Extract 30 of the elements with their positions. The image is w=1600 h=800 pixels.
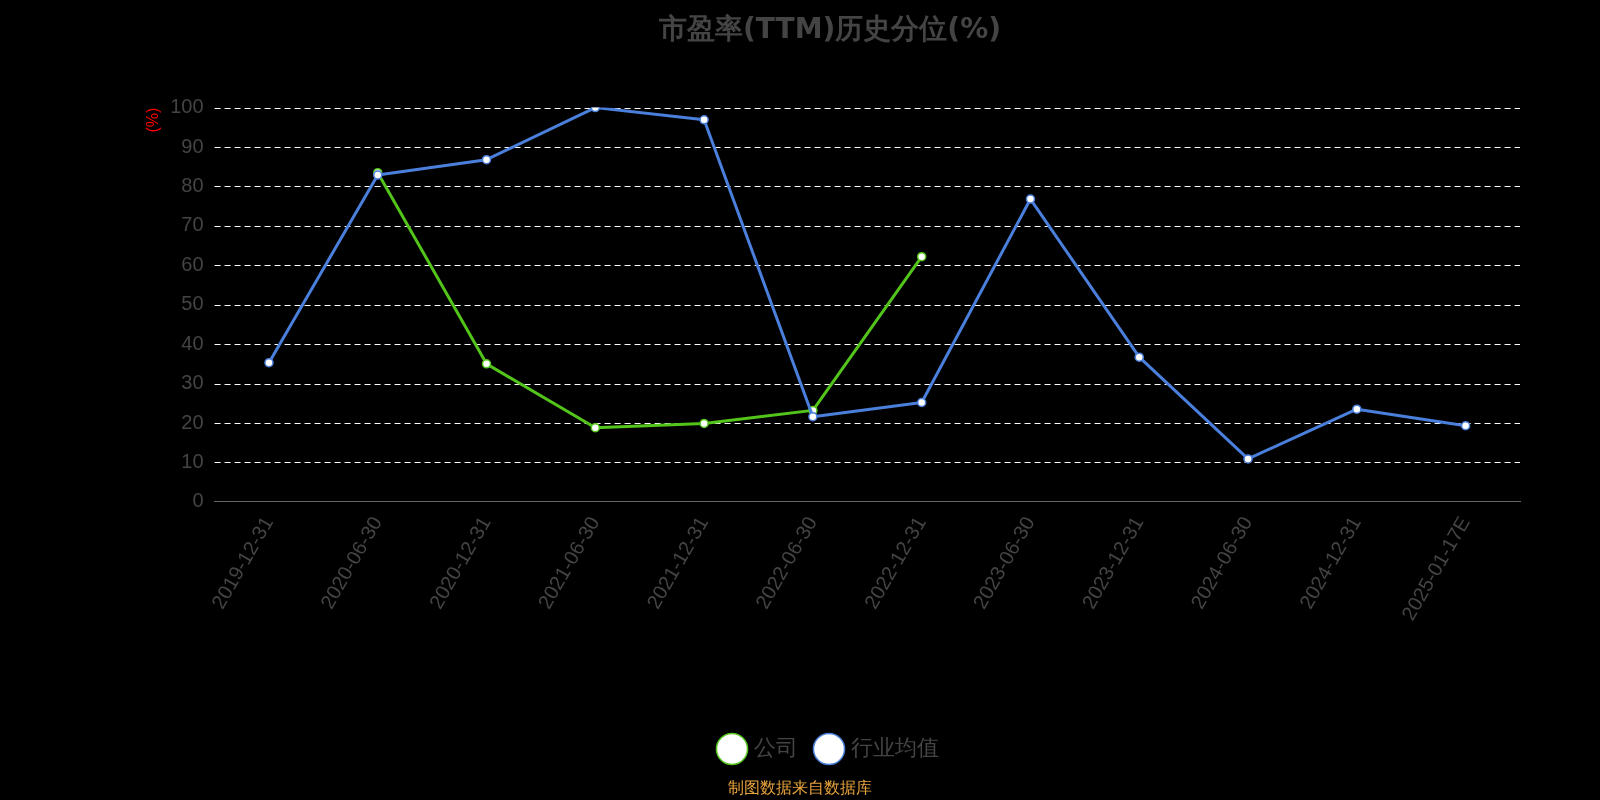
point xyxy=(916,397,927,408)
point xyxy=(916,251,927,262)
text: 制图数据来自数据库 xyxy=(727,778,873,799)
point xyxy=(481,154,492,165)
y-tick-label: 80 xyxy=(181,173,204,196)
point xyxy=(1460,421,1471,431)
point xyxy=(1352,404,1362,414)
y-axis-title: (%) xyxy=(144,107,162,133)
y-tick-label: 40 xyxy=(181,331,204,354)
point xyxy=(1134,352,1144,362)
y-tick-label: 60 xyxy=(181,252,204,275)
legend-label: 公司 xyxy=(754,735,798,761)
y-tick-label: 70 xyxy=(181,213,204,236)
y-tick-label: 100 xyxy=(170,95,204,118)
point xyxy=(699,115,709,125)
legend-label: 行业均值 xyxy=(851,735,939,761)
y-tick-label: 0 xyxy=(192,489,204,512)
point xyxy=(1243,454,1253,464)
y-tick-label: 20 xyxy=(181,410,204,433)
y-tick-label: 30 xyxy=(181,371,204,394)
y-tick-label: 90 xyxy=(181,134,204,157)
point xyxy=(590,422,601,433)
chart-title: 市盈率(TTM)历史分位(%) xyxy=(658,12,1001,46)
point xyxy=(264,357,274,368)
point xyxy=(481,359,492,369)
y-tick-label: 10 xyxy=(181,449,204,472)
y-tick-label: 50 xyxy=(181,292,204,315)
point xyxy=(699,418,709,429)
point xyxy=(808,411,818,422)
point xyxy=(1025,194,1036,204)
